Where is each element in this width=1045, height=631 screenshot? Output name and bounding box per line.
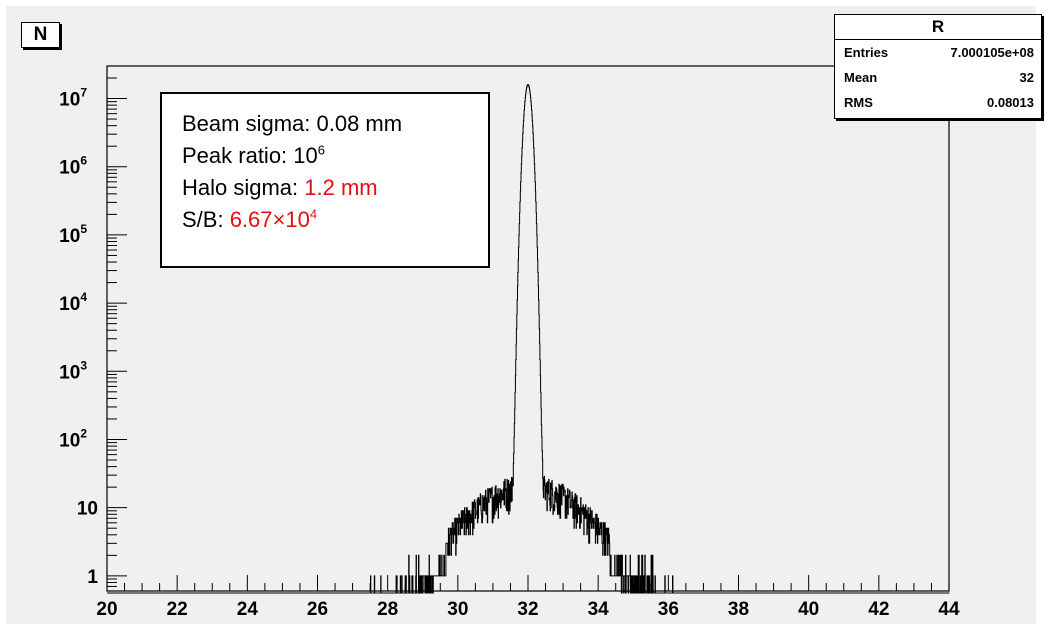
y-tick-label: 105 [59,222,87,247]
x-axis-tick-labels: 20 22 24 26 28 30 32 34 36 38 40 42 44 [96,599,960,620]
x-tick-label: 20 [96,599,117,620]
title-box-n: N [21,22,60,48]
stats-entries-label: Entries [844,45,889,60]
stats-box: R Entries 7.000105e+08 Mean 32 RMS 0.080… [834,14,1042,119]
sb-line: S/B: 6.67×104 [182,204,488,236]
annotation-box: Beam sigma: 0.08 mm Peak ratio: 106 Halo… [160,92,490,268]
histogram-line [107,84,950,594]
sb-label: S/B: [182,207,230,232]
x-tick-label: 26 [307,599,328,620]
y-tick-label: 1 [87,567,98,588]
stats-entries-value: 7.000105e+08 [950,45,1034,60]
x-tick-label: 34 [588,599,610,620]
stats-mean-value: 32 [1019,70,1034,85]
peak-ratio-line: Peak ratio: 106 [182,140,488,172]
y-tick-label: 103 [59,358,87,383]
y-tick-label: 104 [59,290,87,315]
x-tick-label: 32 [517,599,538,620]
peak-ratio-label: Peak ratio: [182,143,294,168]
x-tick-label: 44 [938,599,960,620]
x-tick-label: 30 [447,599,468,620]
histogram-plot: 20 22 24 26 28 30 32 34 36 38 40 42 44 1101021031041… [59,65,960,620]
beam-sigma-label: Beam sigma: [182,111,317,136]
stats-row-entries: Entries 7.000105e+08 [835,40,1041,65]
peak-ratio-exponent: 6 [317,142,325,158]
beam-sigma-value: 0.08 mm [316,111,403,136]
stats-rms-label: RMS [844,95,873,110]
chart-canvas: 20 22 24 26 28 30 32 34 36 38 40 42 44 1 10 102 103 104 1… [6,6,1042,624]
x-tick-label: 22 [167,599,188,620]
stats-row-mean: Mean 32 [835,65,1041,90]
peak-ratio-base: 10 [293,143,318,168]
stats-rms-value: 0.08013 [987,95,1034,110]
x-tick-label: 28 [377,599,398,620]
x-tick-label: 24 [237,599,259,620]
sb-value-exponent: 4 [309,206,318,222]
x-axis-ticks [106,575,950,591]
y-minor-ticks [107,65,127,592]
stats-mean-label: Mean [844,70,878,85]
x-tick-label: 38 [728,599,749,620]
y-tick-label: 102 [59,426,87,451]
sb-value-base: 6.67×10 [229,207,310,232]
halo-sigma-label: Halo sigma: [182,175,305,200]
x-tick-label: 40 [798,599,819,620]
stats-row-rms: RMS 0.08013 [835,90,1041,115]
halo-sigma-line: Halo sigma: 1.2 mm [182,172,488,204]
y-tick-label: 107 [59,86,87,111]
x-tick-label: 42 [868,599,889,620]
y-tick-label: 106 [59,154,87,179]
y-axis-tick-labels: 1 10 102 103 104 105 106 107 [59,86,98,588]
y-tick-label: 10 [77,499,98,520]
beam-sigma-line: Beam sigma: 0.08 mm [182,108,488,140]
stats-title: R [835,15,1041,40]
halo-sigma-value: 1.2 mm [304,175,378,200]
x-tick-label: 36 [658,599,679,620]
